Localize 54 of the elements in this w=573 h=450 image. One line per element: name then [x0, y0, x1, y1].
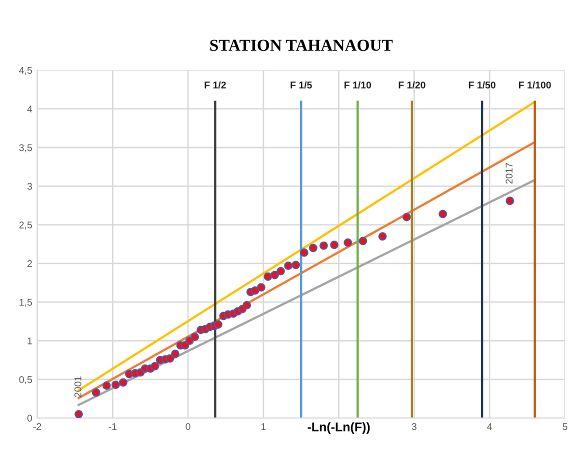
y-tick-label: 4 [27, 106, 32, 112]
x-tick-label: 1 [261, 423, 266, 430]
x-tick-label: -1 [108, 423, 116, 430]
point [170, 350, 180, 358]
point [506, 196, 514, 206]
y-tick-label: 1 [28, 338, 32, 344]
point [270, 270, 279, 280]
y-tick-label: 3 [27, 182, 32, 190]
point [344, 238, 352, 247]
point [118, 378, 128, 387]
annotation: 2001 [74, 376, 82, 398]
point [150, 362, 160, 370]
series-label: F 1/5 [290, 81, 312, 89]
x-tick-label: -2 [33, 423, 42, 430]
y-tick-label: 0 [27, 414, 32, 422]
point [402, 212, 411, 222]
x-tick-label: 3 [412, 423, 416, 430]
series-label: F 1/50 [468, 81, 496, 89]
point [330, 240, 339, 250]
y-tick-label: 2 [27, 260, 32, 267]
x-axis-title: -Ln(-Ln(F)) [308, 422, 370, 434]
series-label: F 1/2 [204, 81, 226, 89]
point [308, 244, 318, 252]
point [264, 272, 272, 281]
x-tick-label: 5 [562, 423, 568, 430]
point [358, 236, 368, 246]
point [284, 262, 293, 270]
point [92, 388, 100, 397]
point [111, 380, 120, 390]
x-tick-label: 0 [186, 423, 190, 430]
chart-title: STATION TAHANAOUT [210, 40, 393, 51]
point [190, 332, 200, 342]
y-tick-label: 0,5 [19, 376, 32, 384]
point [320, 241, 328, 250]
y-tick-label: 1,5 [20, 298, 32, 307]
series-label: F 1/20 [398, 81, 426, 89]
y-tick-label: 2,5 [19, 222, 32, 230]
y-tick-label: 4,5 [19, 67, 32, 75]
series-label: F 1/100 [518, 81, 551, 89]
point [102, 381, 111, 390]
x-tick-label: 4 [487, 423, 492, 430]
point [292, 260, 300, 270]
annotation: 2017 [506, 163, 513, 184]
point [378, 232, 387, 241]
point [256, 283, 266, 292]
point [214, 320, 222, 329]
point [276, 266, 285, 276]
point [242, 300, 252, 310]
point [166, 354, 174, 363]
point [438, 210, 448, 218]
point [74, 410, 83, 418]
series-label: F 1/10 [344, 81, 372, 89]
point [300, 248, 308, 257]
y-tick-label: 3,5 [19, 144, 32, 152]
